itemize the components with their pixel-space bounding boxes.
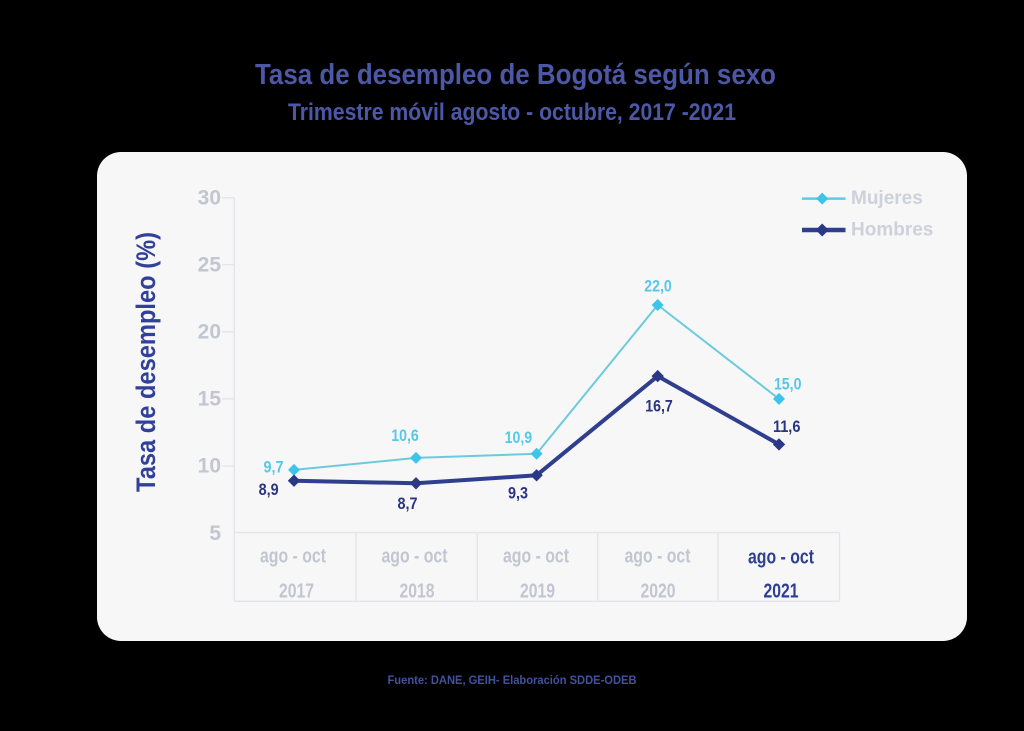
svg-text:25: 25 — [198, 254, 222, 277]
svg-text:9,3: 9,3 — [508, 485, 528, 503]
svg-text:8,7: 8,7 — [398, 495, 418, 513]
svg-text:ago - oct: ago - oct — [748, 547, 814, 569]
svg-text:9,7: 9,7 — [264, 459, 284, 477]
svg-text:15,0: 15,0 — [774, 376, 802, 394]
svg-text:16,7: 16,7 — [645, 398, 673, 416]
svg-text:Fuente: DANE, GEIH- Elaboració: Fuente: DANE, GEIH- Elaboración SDDE-ODE… — [388, 673, 637, 687]
svg-text:ago - oct: ago - oct — [503, 546, 569, 568]
svg-text:30: 30 — [198, 187, 221, 210]
svg-text:ago - oct: ago - oct — [382, 546, 448, 568]
svg-text:Trimestre móvil agosto - octub: Trimestre móvil agosto - octubre, 2017 -… — [288, 99, 736, 126]
svg-text:Tasa de desempleo de Bogotá se: Tasa de desempleo de Bogotá según sexo — [255, 59, 776, 91]
svg-text:8,9: 8,9 — [259, 481, 279, 499]
svg-text:Hombres: Hombres — [851, 220, 933, 241]
svg-text:5: 5 — [209, 522, 221, 545]
svg-text:ago - oct: ago - oct — [260, 546, 326, 568]
svg-text:20: 20 — [198, 321, 221, 344]
svg-text:ago - oct: ago - oct — [625, 546, 691, 568]
svg-text:2020: 2020 — [641, 581, 676, 603]
svg-text:11,6: 11,6 — [773, 418, 801, 436]
svg-text:10: 10 — [198, 455, 221, 478]
svg-text:2019: 2019 — [520, 581, 555, 603]
svg-text:15: 15 — [198, 388, 222, 411]
svg-text:10,6: 10,6 — [391, 427, 419, 445]
svg-text:2018: 2018 — [400, 581, 435, 603]
svg-text:2021: 2021 — [764, 581, 799, 603]
svg-text:Mujeres: Mujeres — [851, 188, 923, 209]
svg-text:10,9: 10,9 — [505, 429, 533, 447]
svg-text:Tasa de desempleo (%): Tasa de desempleo (%) — [131, 232, 161, 492]
svg-text:22,0: 22,0 — [644, 278, 672, 296]
svg-text:2017: 2017 — [279, 581, 314, 603]
